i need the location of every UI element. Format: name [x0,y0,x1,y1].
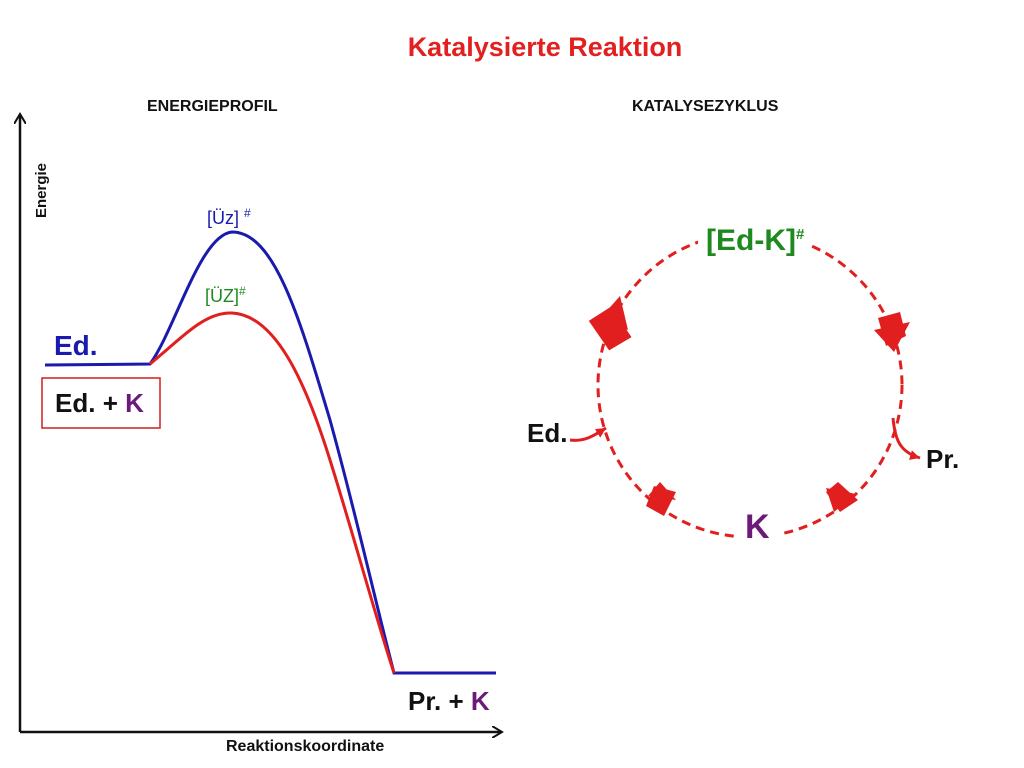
x-axis-label: Reaktionskoordinate [226,738,385,755]
cycle-product-label: Pr. [926,444,960,474]
reactant-in-arrow [569,426,607,442]
intermediate-mark: # [795,226,805,243]
uncatalyzed-curve [44,230,496,675]
reactant-catalyst-label: Ed. + K [55,388,144,419]
catalytic-cycle-heading: KATALYSEZYKLUS [632,98,779,115]
product-text: Pr. [408,686,442,716]
cycle-reactant-label: Ed. [527,418,568,448]
energy-profile-heading: ENERGIEPROFIL [147,98,278,115]
intermediate-text: [Ed-K] [706,224,796,257]
cycle-arrow-bottom-left-head [648,482,676,500]
cycle-arrow-top-left-head [597,296,628,330]
ts-catalyzed-mark: # [239,284,246,298]
product-catalyst-label: Pr. + K [408,686,490,717]
y-axis-label: Energie [33,162,50,218]
cycle-arrow-bottom-right-head [826,488,856,512]
intermediate-label: [Ed-K]# [706,224,804,258]
ts-catalyzed-text: [ÜZ] [205,286,239,306]
catalytic-cycle-ring [596,231,904,539]
cycle-arrow-top-right-head [874,322,910,352]
diagram-title: Katalysierte Reaktion [407,32,683,62]
ts-uncatalyzed-text: [Üz] [207,208,240,228]
cycle-catalyst-label: K [745,508,770,546]
product-out-arrow [891,417,921,460]
ts-uncatalyzed-label: [Üz] # [207,206,251,229]
catalyst-text: K [470,686,490,716]
plus-sign: + [102,388,118,418]
ts-uncatalyzed-mark: # [244,206,251,220]
ts-catalyzed-label: [ÜZ]# [205,284,246,307]
reactant-label: Ed. [54,330,98,361]
plus-sign: + [448,686,464,716]
catalyzed-curve [149,311,396,674]
cycle-arrow-top-left [588,306,632,351]
reactant-catalyst-box [41,377,161,429]
catalyst-text: K [125,388,144,418]
reactant-text: Ed. [55,388,96,418]
